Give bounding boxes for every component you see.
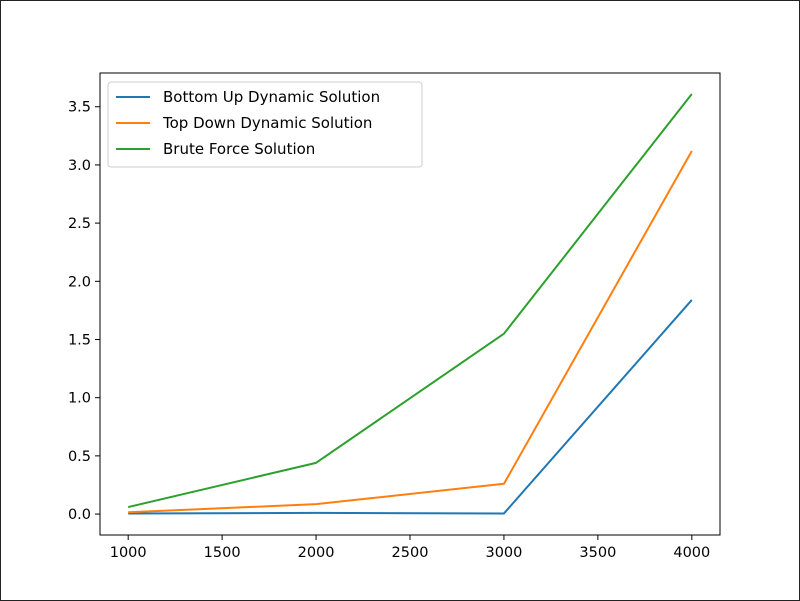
legend-label: Top Down Dynamic Solution bbox=[162, 114, 372, 132]
y-tick-label: 0.5 bbox=[68, 449, 91, 465]
x-tick-label: 3000 bbox=[485, 545, 522, 561]
y-tick-label: 3.0 bbox=[68, 158, 91, 174]
y-tick-label: 3.5 bbox=[68, 100, 91, 116]
x-tick-label: 1500 bbox=[204, 545, 241, 561]
x-tick-label: 3500 bbox=[579, 545, 616, 561]
y-tick-label: 1.0 bbox=[68, 391, 91, 407]
y-tick-label: 2.0 bbox=[68, 274, 91, 290]
legend: Bottom Up Dynamic Solution Top Down Dynam… bbox=[107, 81, 423, 168]
series-line-1 bbox=[128, 299, 693, 515]
legend-label: Bottom Up Dynamic Solution bbox=[163, 88, 380, 106]
series-line-3 bbox=[127, 93, 693, 509]
y-tick-label: 1.5 bbox=[68, 332, 91, 348]
legend-box bbox=[107, 81, 423, 168]
legend-label: Brute Force Solution bbox=[163, 140, 315, 158]
x-tick-label: 2500 bbox=[392, 545, 429, 561]
x-tick-label: 4000 bbox=[673, 545, 710, 561]
x-axis: 1000 1500 2000 2500 3000 3500 4000 bbox=[110, 535, 710, 561]
y-tick-label: 0.0 bbox=[68, 507, 91, 523]
series-lines bbox=[127, 93, 693, 515]
x-tick-label: 2000 bbox=[298, 545, 335, 561]
y-tick-label: 2.5 bbox=[68, 216, 91, 232]
y-axis: 0.0 0.5 1.0 1.5 2.0 2.5 3.0 3.5 bbox=[68, 100, 100, 523]
series-line-2 bbox=[128, 150, 693, 514]
x-tick-label: 1000 bbox=[110, 545, 147, 561]
